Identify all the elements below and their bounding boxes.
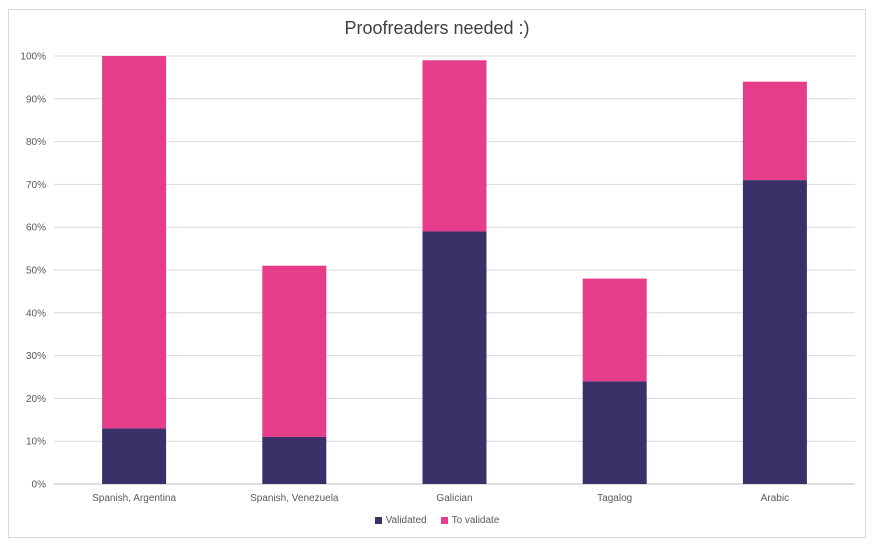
y-tick-label: 70% (26, 180, 46, 191)
legend-item-validated: Validated (374, 515, 427, 526)
x-tick-label: Arabic (761, 493, 789, 504)
chart-frame: Proofreaders needed :) 0% 10% 20% 30% 40% 50%… (8, 9, 866, 538)
legend-label-to-validate: To validate (451, 515, 500, 526)
y-tick-label: 10% (26, 437, 46, 448)
chart-legend: Validated To validate (9, 515, 865, 526)
y-tick-label: 60% (26, 223, 46, 234)
legend-swatch-validated (374, 517, 382, 524)
legend-item-to-validate: To validate (440, 515, 500, 526)
x-tick-label: Galician (436, 493, 472, 504)
y-tick-label: 20% (26, 394, 46, 405)
bar-validated (422, 231, 487, 484)
bar-validated (742, 180, 807, 484)
bar-validated (102, 428, 167, 484)
y-tick-label: 80% (26, 137, 46, 148)
chart-title: Proofreaders needed :) (344, 18, 530, 38)
y-tick-label: 90% (26, 94, 46, 105)
bar-to-validate (742, 81, 807, 181)
y-tick-label: 0% (32, 480, 47, 491)
bar-to-validate (102, 56, 167, 429)
chart-plot-area: 0% 10% 20% 30% 40% 50% 60% 70% 80% 90% 100% Spanish… (20, 52, 855, 504)
legend-label-validated: Validated (385, 515, 427, 526)
bar-to-validate (262, 265, 327, 437)
x-tick-label: Spanish, Argentina (92, 493, 176, 504)
y-tick-label: 40% (26, 308, 46, 319)
y-tick-label: 100% (20, 52, 46, 63)
y-tick-label: 30% (26, 351, 46, 362)
bar-validated (582, 381, 647, 484)
bar-to-validate (582, 278, 647, 382)
bar-validated (262, 436, 327, 484)
x-tick-label: Spanish, Venezuela (250, 493, 339, 504)
x-tick-label: Tagalog (597, 493, 632, 504)
bar-to-validate (422, 60, 487, 232)
legend-swatch-to-validate (440, 517, 448, 524)
y-tick-label: 50% (26, 266, 46, 277)
